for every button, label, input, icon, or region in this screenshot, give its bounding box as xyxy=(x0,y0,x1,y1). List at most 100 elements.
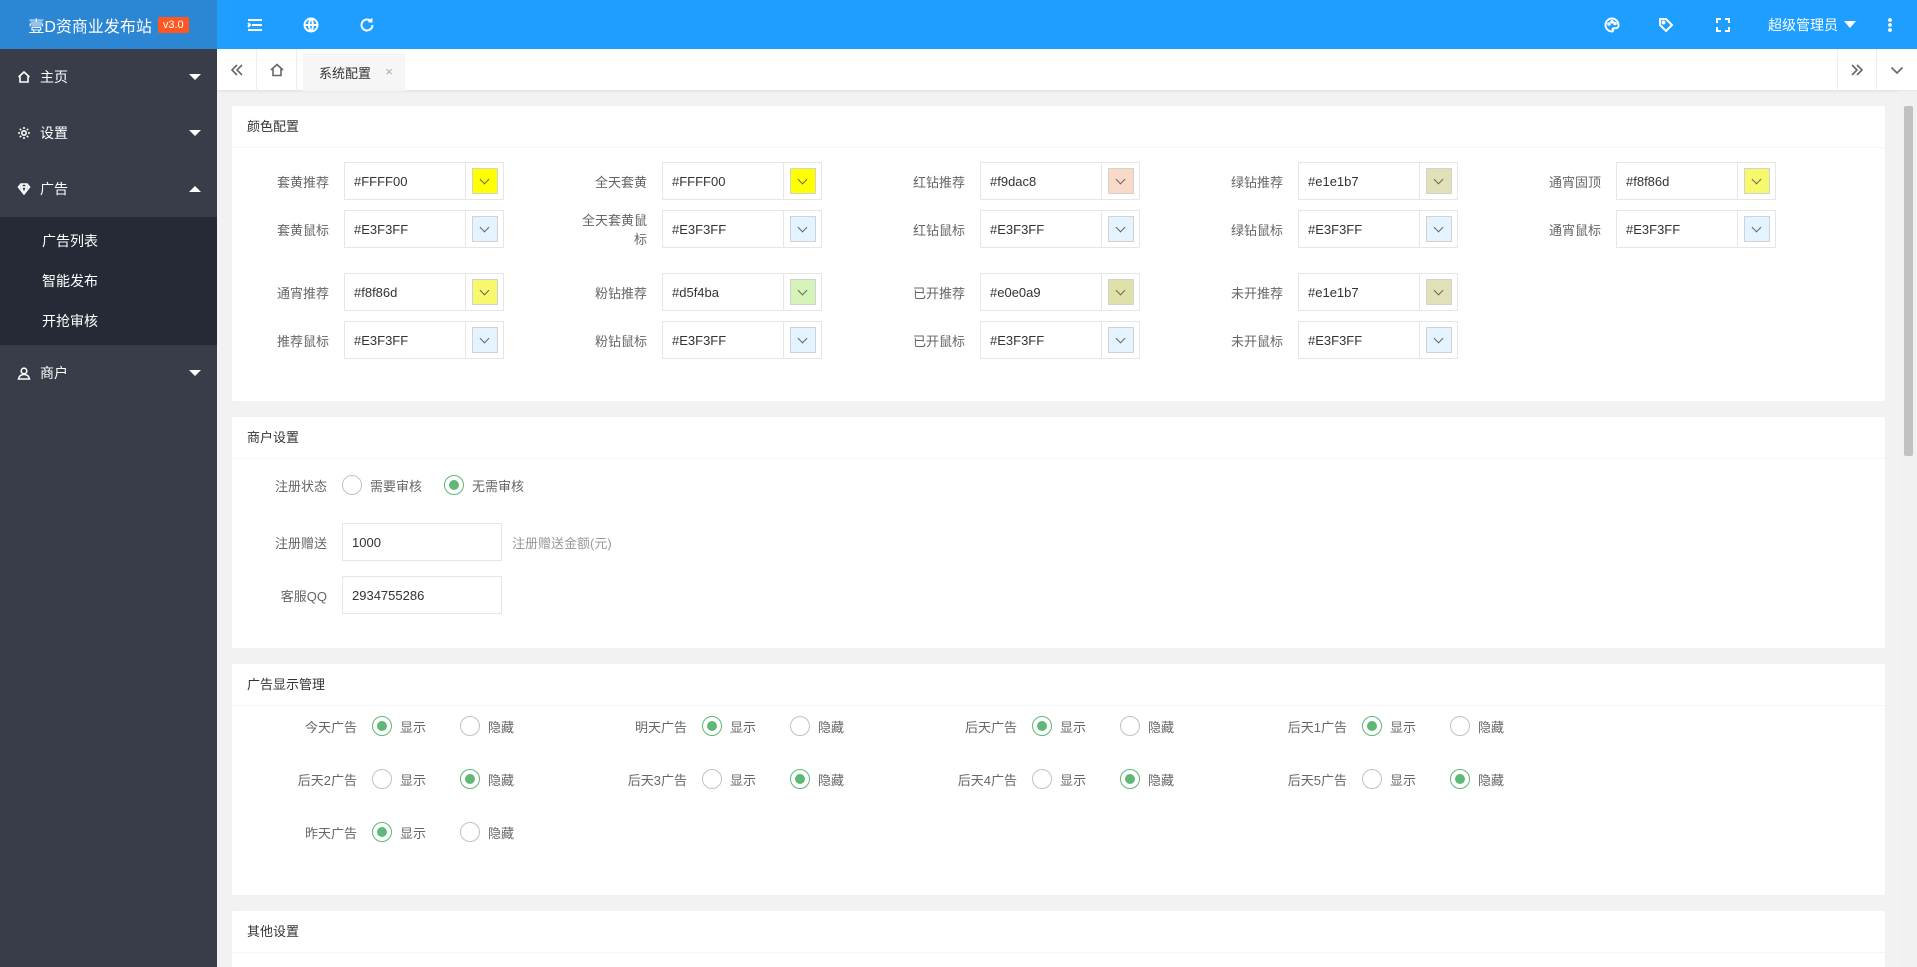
color-input[interactable]: #f9dac8 xyxy=(980,162,1140,200)
color-input[interactable]: #FFFF00 xyxy=(662,162,822,200)
color-picker-trigger[interactable] xyxy=(1101,322,1139,358)
service-qq-input[interactable]: 2934755286 xyxy=(342,576,502,614)
color-swatch-icon xyxy=(1107,327,1134,353)
sidebar-item-settings[interactable]: 设置 xyxy=(0,105,217,161)
field-label: 粉钻鼠标 xyxy=(594,333,647,349)
color-input[interactable]: #E3F3FF xyxy=(980,210,1140,248)
color-swatch-icon xyxy=(1425,216,1452,242)
color-input[interactable]: #d5f4ba xyxy=(662,273,822,311)
tag-icon[interactable] xyxy=(1646,0,1686,49)
color-swatch-icon xyxy=(1425,168,1452,194)
sidebar-item-merchant[interactable]: 商户 xyxy=(0,345,217,401)
color-field: 推荐鼠标 #E3F3FF xyxy=(264,321,504,359)
radio-hide[interactable]: 隐藏 xyxy=(790,769,858,789)
sidebar-subitem-ad-list[interactable]: 广告列表 xyxy=(42,233,98,249)
field-label: 已开推荐 xyxy=(912,285,965,301)
color-input[interactable]: #f8f86d xyxy=(1616,162,1776,200)
color-picker-trigger[interactable] xyxy=(783,211,821,247)
color-picker-trigger[interactable] xyxy=(783,274,821,310)
radio-hide[interactable]: 隐藏 xyxy=(460,716,528,736)
radio-label: 隐藏 xyxy=(1478,772,1505,788)
radio-dot xyxy=(444,475,465,495)
color-input[interactable]: #FFFF00 xyxy=(344,162,504,200)
color-input[interactable]: #E3F3FF xyxy=(662,210,822,248)
sidebar-item-home[interactable]: 主页 xyxy=(0,49,217,105)
radio-hide[interactable]: 隐藏 xyxy=(1450,716,1518,736)
color-picker-trigger[interactable] xyxy=(465,211,503,247)
field-label: 未开鼠标 xyxy=(1230,333,1283,349)
color-input[interactable]: #E3F3FF xyxy=(1298,210,1458,248)
radio-hide[interactable]: 隐藏 xyxy=(460,822,528,842)
color-input[interactable]: #e1e1b7 xyxy=(1298,273,1458,311)
color-picker-trigger[interactable] xyxy=(1419,163,1457,199)
field-label: 注册赠送 xyxy=(274,535,327,551)
reg-gift-input[interactable]: 1000 xyxy=(342,523,502,561)
radio-show[interactable]: 显示 xyxy=(1362,716,1430,736)
radio-dot xyxy=(790,716,810,736)
radio-need-review[interactable]: 需要审核 xyxy=(342,475,422,495)
scrollbar-thumb[interactable] xyxy=(1904,106,1913,456)
tab-label: 系统配置 xyxy=(319,65,372,81)
color-picker-trigger[interactable] xyxy=(1101,211,1139,247)
radio-hide[interactable]: 隐藏 xyxy=(1450,769,1518,789)
more-vertical-icon[interactable] xyxy=(1870,0,1910,49)
close-icon[interactable]: × xyxy=(385,64,394,79)
refresh-icon[interactable] xyxy=(347,0,387,49)
brand-logo[interactable]: 壹D资商业发布站 v3.0 xyxy=(0,0,217,49)
radio-hide[interactable]: 隐藏 xyxy=(460,769,528,789)
color-picker-trigger[interactable] xyxy=(1419,211,1457,247)
color-picker-trigger[interactable] xyxy=(1419,274,1457,310)
collapse-menu-icon[interactable] xyxy=(235,0,275,49)
tabs-scroll-right-icon[interactable] xyxy=(1837,49,1877,91)
user-menu[interactable]: 超级管理员 xyxy=(1768,0,1856,49)
theme-palette-icon[interactable] xyxy=(1592,0,1632,49)
color-picker-trigger[interactable] xyxy=(783,322,821,358)
fullscreen-icon[interactable] xyxy=(1703,0,1743,49)
color-input[interactable]: #E3F3FF xyxy=(1298,321,1458,359)
radio-show[interactable]: 显示 xyxy=(702,716,770,736)
color-input[interactable]: #e0e0a9 xyxy=(980,273,1140,311)
sidebar-subitem-smart-publish[interactable]: 智能发布 xyxy=(42,273,98,289)
tab-system-config[interactable]: 系统配置 × xyxy=(303,53,406,91)
radio-show[interactable]: 显示 xyxy=(1032,716,1100,736)
tabs-scroll-left-icon[interactable] xyxy=(217,49,257,91)
color-picker-trigger[interactable] xyxy=(1737,163,1775,199)
sidebar-subitem-rush-review[interactable]: 开抢审核 xyxy=(42,313,98,329)
color-picker-trigger[interactable] xyxy=(1101,163,1139,199)
color-input[interactable]: #E3F3FF xyxy=(344,210,504,248)
ad-display-field: 后天2广告 显示 隐藏 xyxy=(232,769,548,789)
color-picker-trigger[interactable] xyxy=(1419,322,1457,358)
color-input[interactable]: #E3F3FF xyxy=(980,321,1140,359)
color-picker-trigger[interactable] xyxy=(1101,274,1139,310)
color-input[interactable]: #E3F3FF xyxy=(662,321,822,359)
color-picker-trigger[interactable] xyxy=(465,163,503,199)
color-input[interactable]: #e1e1b7 xyxy=(1298,162,1458,200)
tabs-bar: 系统配置 × xyxy=(217,49,1917,91)
color-picker-trigger[interactable] xyxy=(783,163,821,199)
radio-hide[interactable]: 隐藏 xyxy=(790,716,858,736)
color-input[interactable]: #E3F3FF xyxy=(1616,210,1776,248)
color-input[interactable]: #E3F3FF xyxy=(344,321,504,359)
ad-display-field: 后天5广告 显示 隐藏 xyxy=(1222,769,1538,789)
field-label: 未开推荐 xyxy=(1230,285,1283,301)
radio-show[interactable]: 显示 xyxy=(702,769,770,789)
radio-show[interactable]: 显示 xyxy=(1362,769,1430,789)
radio-hide[interactable]: 隐藏 xyxy=(1120,716,1188,736)
color-picker-trigger[interactable] xyxy=(1737,211,1775,247)
radio-no-review[interactable]: 无需审核 xyxy=(444,475,524,495)
radio-show[interactable]: 显示 xyxy=(372,822,440,842)
radio-hide[interactable]: 隐藏 xyxy=(1120,769,1188,789)
color-value: #FFFF00 xyxy=(672,173,726,189)
globe-icon[interactable] xyxy=(291,0,331,49)
radio-show[interactable]: 显示 xyxy=(372,716,440,736)
radio-label: 显示 xyxy=(400,719,427,735)
color-picker-trigger[interactable] xyxy=(465,322,503,358)
page-scrollbar[interactable] xyxy=(1900,91,1917,967)
tab-home-icon[interactable] xyxy=(257,49,297,91)
radio-show[interactable]: 显示 xyxy=(372,769,440,789)
color-picker-trigger[interactable] xyxy=(465,274,503,310)
radio-show[interactable]: 显示 xyxy=(1032,769,1100,789)
tabs-menu-chevron-down-icon[interactable] xyxy=(1877,49,1917,91)
color-input[interactable]: #f8f86d xyxy=(344,273,504,311)
sidebar-item-ads[interactable]: 广告 xyxy=(0,161,217,217)
